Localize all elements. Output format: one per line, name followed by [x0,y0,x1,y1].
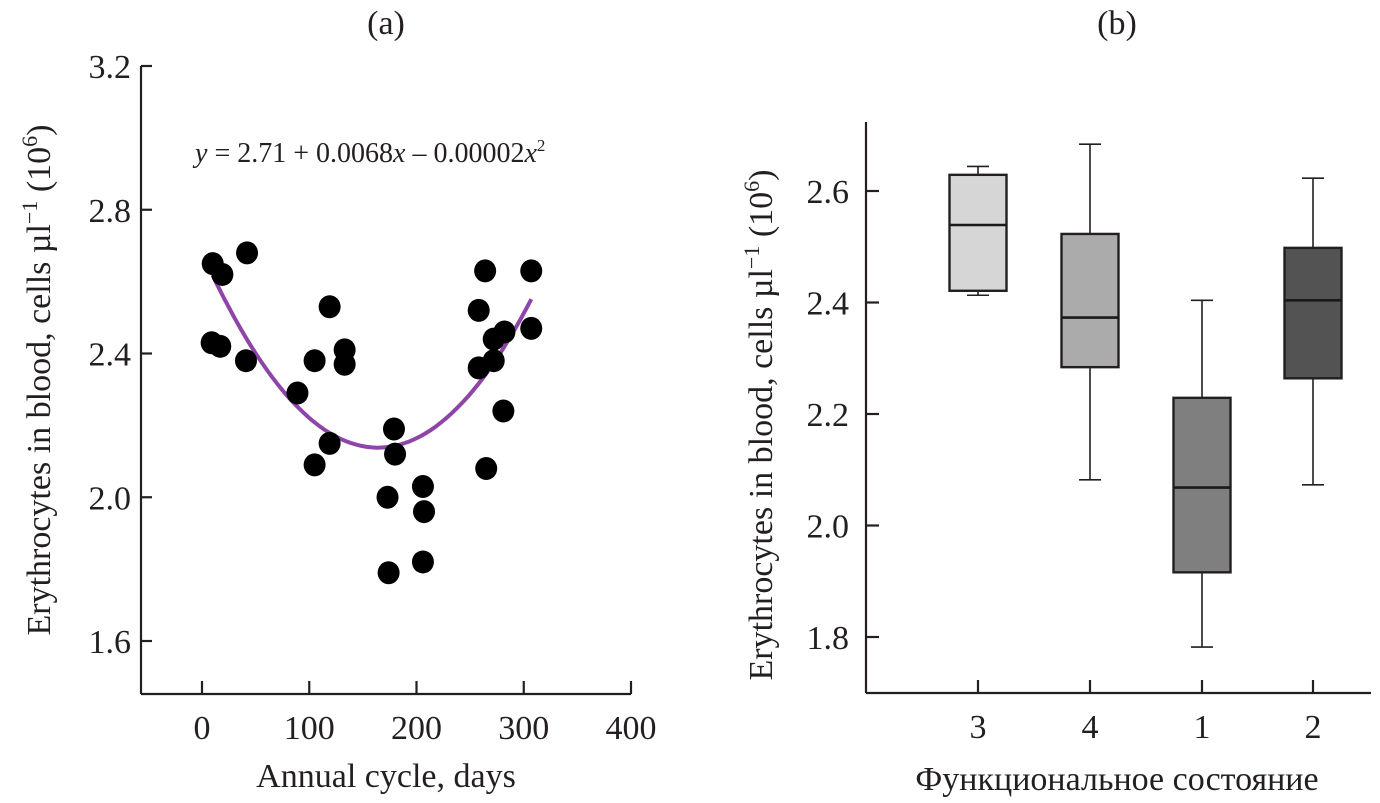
eq-x2: x [523,138,537,169]
x-tick-label: 0 [194,710,211,747]
panel-b-axes [864,122,1371,695]
ylabel-end: ) [743,169,780,180]
ylabel-sup1: −1 [17,201,42,224]
y-tick-label: 2.4 [89,337,132,374]
data-point [211,262,234,286]
panel-a-axes [139,66,631,696]
x-tick-label: 100 [284,710,335,747]
data-point [382,417,405,441]
eq-x1: x [392,138,406,169]
data-point [286,381,309,405]
fit-curve [210,274,534,450]
panel-b-x-ticks: 3 4 1 2 [970,680,1322,746]
data-point [318,295,341,319]
data-point [520,316,543,340]
y-tick-label: 2.8 [89,193,132,230]
data-point [467,298,490,322]
data-point [411,550,434,574]
ylabel-main: Erythrocytes in blood, cells µl [743,269,780,680]
ylabel-main: Erythrocytes in blood, cells µl [21,224,58,635]
iqr-box [1283,246,1343,380]
y-tick-label: 1.6 [89,624,132,661]
data-point [520,259,543,283]
iqr-box [948,173,1008,292]
eq-y: y [192,138,208,169]
data-point [474,259,497,283]
box-group-1 [1172,299,1232,648]
panel-b-boxplot: 1.8 2.0 2.2 2.4 2.6 3 4 1 2 Функциональное сост… [739,122,1371,798]
y-tick-label: 2.0 [807,509,850,546]
y-tick-label: 2.4 [807,286,850,323]
y-tick-label: 2.2 [807,397,850,434]
y-tick-label: 1.8 [807,620,850,657]
data-point [209,334,232,358]
panel-a-x-axis-title: Annual cycle, days [256,758,516,795]
data-point [303,453,326,477]
eq-part1: = 2.71 + 0.0068 [207,138,393,169]
boxes [948,143,1343,648]
data-point [377,561,400,585]
panel-b-x-axis-title: Функциональное состояние [915,761,1318,798]
x-tick-label: 200 [391,710,442,747]
data-point [413,500,436,524]
panel-a-y-axis-title: Erythrocytes in blood, cells µl−1 (106) [17,124,58,635]
data-point [492,399,515,423]
x-tick-label: 2 [1305,709,1322,746]
x-tick-label: 1 [1194,709,1211,746]
data-point [234,349,257,373]
y-tick-label: 3.2 [89,49,132,86]
data-point [376,485,399,509]
scatter-points [200,241,543,585]
panel-a-x-ticks: 0 100 200 300 400 [194,681,657,747]
panel-a-scatter: 1.6 2.0 2.4 2.8 3.2 0 100 200 300 400 y = 2.71 +… [17,49,657,795]
ylabel-mid: (10 [743,192,780,246]
data-point [482,349,505,373]
ylabel-mid: (10 [21,147,58,201]
panel-b-y-ticks: 1.8 2.0 2.2 2.4 2.6 [807,174,879,657]
data-point [303,349,326,373]
ylabel-sup2: 6 [17,136,42,147]
data-point [384,442,407,466]
ylabel-end: ) [21,124,58,135]
panel-a-y-ticks: 1.6 2.0 2.4 2.8 3.2 [89,49,152,661]
panel-b-y-axis-title: Erythrocytes in blood, cells µl−1 (106) [739,169,780,680]
data-point [318,431,341,455]
data-point [411,474,434,498]
y-tick-label: 2.0 [89,480,132,517]
y-tick-label: 2.6 [807,174,850,211]
panel-a-title: (a) [367,5,405,42]
x-tick-label: 400 [606,710,657,747]
box-group-4 [1060,143,1120,481]
x-tick-label: 3 [970,709,987,746]
box-group-2 [1283,177,1343,486]
iqr-box [1060,232,1120,369]
x-tick-label: 300 [498,710,549,747]
box-group-3 [948,165,1008,297]
eq-superscript: 2 [537,136,546,155]
data-point [482,327,505,351]
eq-part2: – 0.00002 [405,138,524,169]
data-point [333,352,356,376]
x-tick-label: 4 [1082,709,1099,746]
iqr-box [1172,396,1232,574]
ylabel-sup2: 6 [739,181,764,192]
panel-b-title: (b) [1097,5,1137,42]
data-point [475,457,498,480]
ylabel-sup1: −1 [739,246,764,269]
data-point [236,241,259,265]
regression-equation: y = 2.71 + 0.0068x – 0.00002x2 [192,136,545,169]
